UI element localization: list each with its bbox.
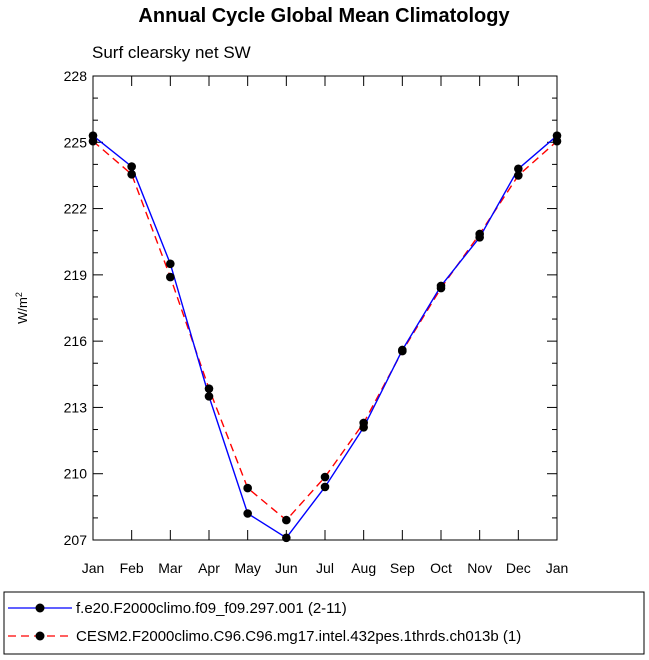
chart-title: Annual Cycle Global Mean Climatology xyxy=(138,5,510,27)
x-tick-label: Feb xyxy=(120,560,144,576)
y-tick-label: 213 xyxy=(64,399,88,415)
y-tick-label: 207 xyxy=(64,532,88,548)
series-1-point xyxy=(436,281,446,291)
series-1-point xyxy=(88,131,98,140)
series-2-point xyxy=(127,170,136,179)
y-tick-label: 216 xyxy=(64,333,88,349)
x-tick-label: Mar xyxy=(158,560,182,576)
legend: f.e20.F2000climo.f09_f09.297.001 (2-11) … xyxy=(3,591,645,655)
series-1-point xyxy=(398,345,407,355)
y-tick-label: 228 xyxy=(64,68,88,84)
x-tick-label: Sep xyxy=(390,560,415,576)
series-2-point xyxy=(243,483,252,493)
legend-marker-series-1 xyxy=(35,603,45,613)
series-1-point xyxy=(243,509,252,518)
legend-label-series-1: f.e20.F2000climo.f09_f09.297.001 (2-11) xyxy=(76,600,347,617)
legend-marker-series-2 xyxy=(35,631,45,641)
y-tick-label: 222 xyxy=(64,201,88,217)
chart-subtitle: Surf clearsky net SW xyxy=(92,43,251,62)
x-tick-label: Dec xyxy=(506,560,531,576)
series-1-point xyxy=(166,259,175,269)
x-tick-label: May xyxy=(234,560,260,576)
series-1-point xyxy=(204,392,214,401)
y-tick-label: 225 xyxy=(64,134,88,150)
series-1-point xyxy=(127,162,136,171)
legend-box xyxy=(3,591,645,655)
series-2-point xyxy=(282,515,291,525)
y-tick-label: 219 xyxy=(64,267,88,283)
series-1-point xyxy=(359,423,368,432)
series-1-point xyxy=(475,233,484,242)
x-tick-label: Oct xyxy=(430,560,452,576)
y-tick-label: 210 xyxy=(64,466,88,482)
y-axis-label: W/m2 xyxy=(14,292,30,324)
series-2-point xyxy=(166,272,175,282)
series-1-point xyxy=(552,131,562,140)
x-tick-label: Jan xyxy=(82,560,105,576)
series-2-point xyxy=(514,171,523,180)
y-axis-label-superscript: 2 xyxy=(14,292,24,297)
series-layer xyxy=(88,131,562,543)
legend-label-series-2: CESM2.F2000climo.C96.C96.mg17.intel.432p… xyxy=(76,628,521,645)
series-1-point xyxy=(320,482,330,492)
series-1-point xyxy=(282,533,291,543)
series-1-point xyxy=(514,164,523,174)
series-line-2 xyxy=(92,140,558,522)
y-axis-label-unit: W/m xyxy=(15,297,30,324)
plot-border xyxy=(92,75,558,541)
plot-area xyxy=(92,75,558,541)
x-tick-label: Nov xyxy=(467,560,492,576)
x-tick-label: Aug xyxy=(351,560,376,576)
x-tick-label: Apr xyxy=(198,560,220,576)
x-tick-label: Jul xyxy=(316,560,334,576)
series-2-point xyxy=(320,472,330,482)
series-2-point xyxy=(204,384,214,393)
x-axis: Jan Feb Mar Apr May Jun Jul Aug Sep Oct Nov Dec Jan xyxy=(82,76,569,576)
x-tick-label: Jan xyxy=(546,560,569,576)
y-axis: 207 210 213 216 219 222 225 228 xyxy=(64,68,557,548)
x-tick-label: Jun xyxy=(275,560,298,576)
